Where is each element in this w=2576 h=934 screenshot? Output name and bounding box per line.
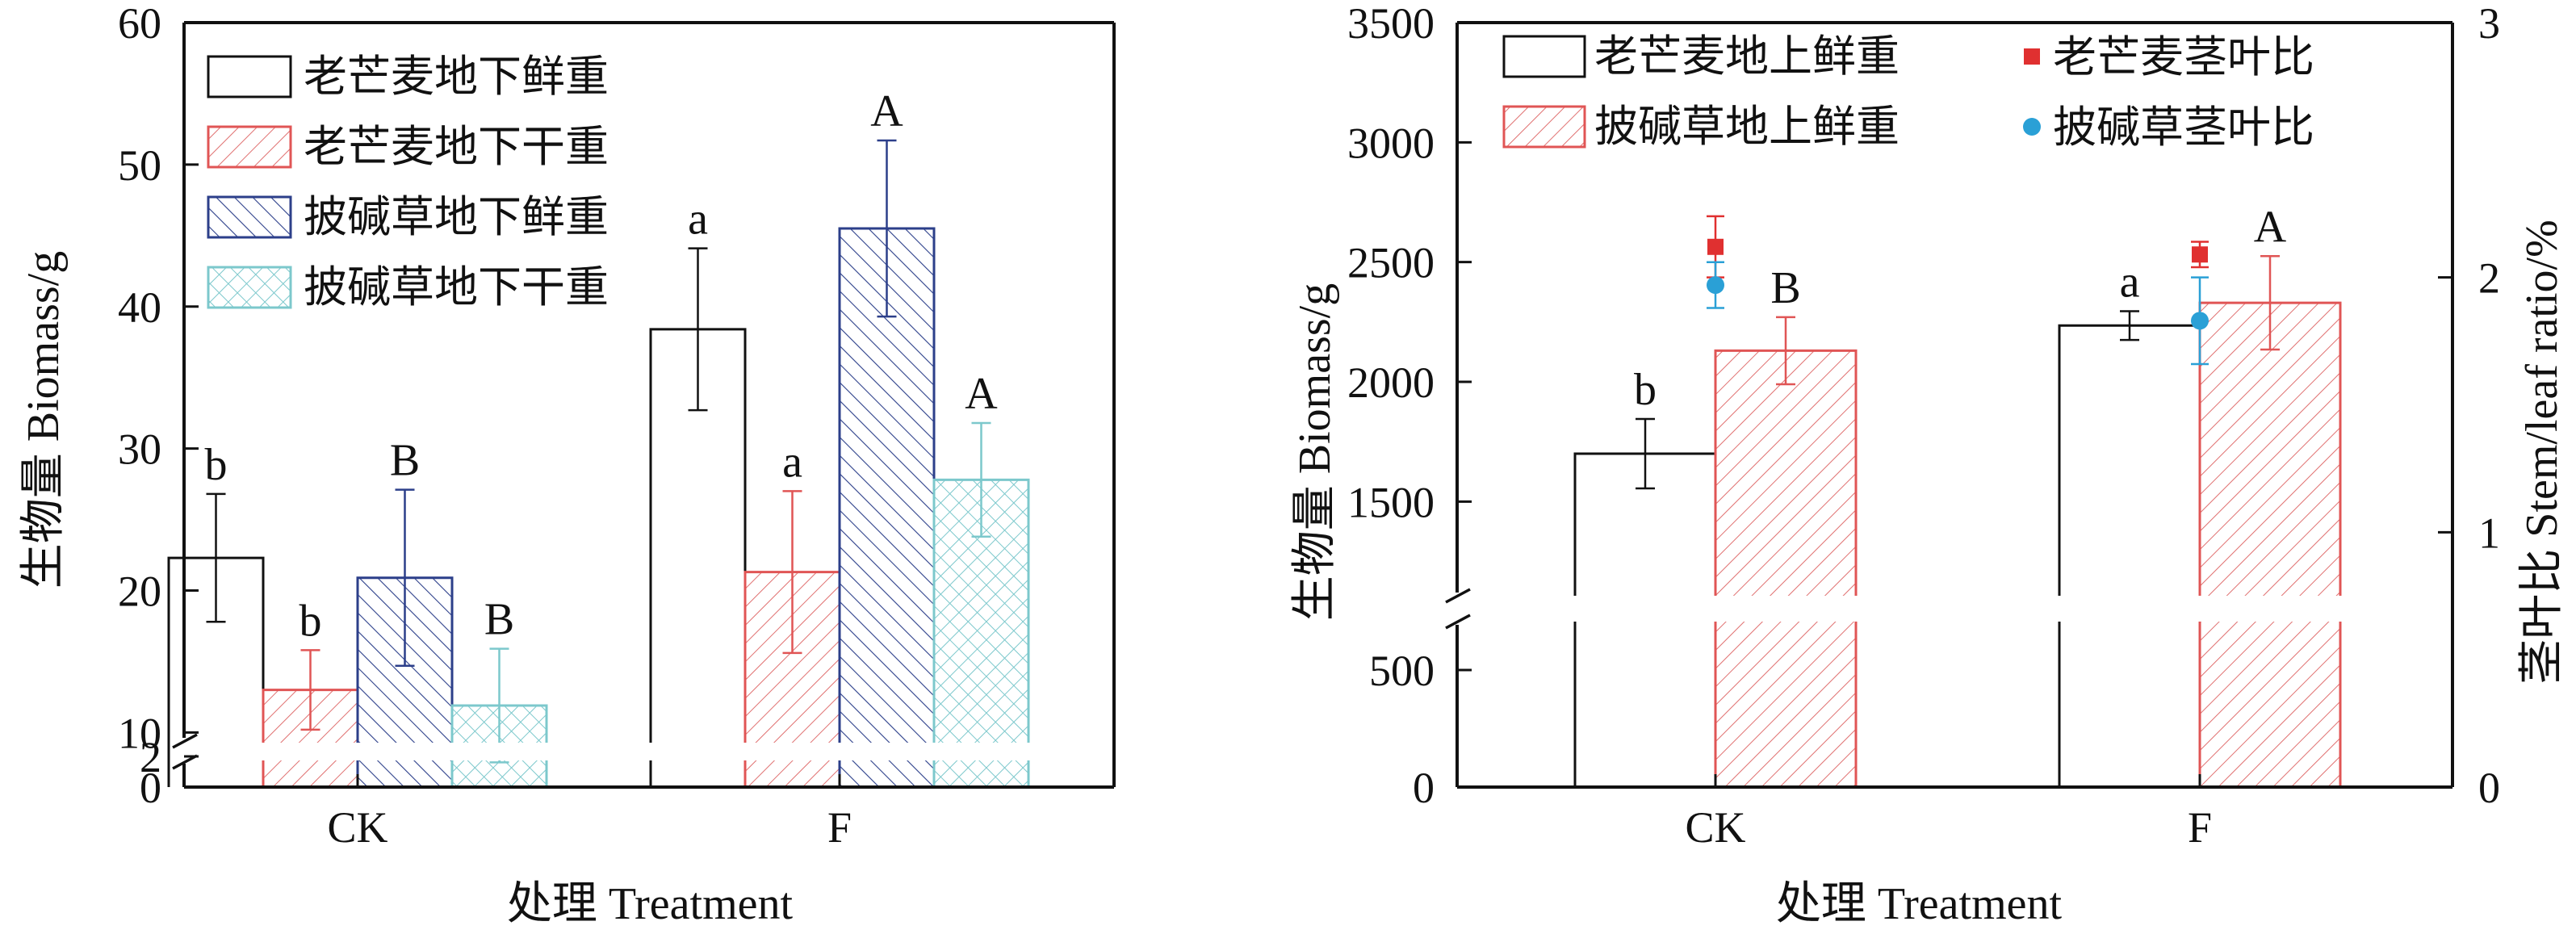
legend-swatch-2 — [207, 125, 292, 169]
y-tick-label: 10 — [118, 709, 161, 757]
ratio-point-1 — [1707, 238, 1724, 255]
y-tick-label: 3500 — [1347, 0, 1435, 48]
axis-break-band — [186, 743, 1112, 760]
y2-tick-label: 1 — [2478, 509, 2500, 557]
right-y2-axis-label: 茎叶比 Stem/leaf ratio/% — [2517, 220, 2567, 684]
significance-letter: A — [965, 369, 998, 419]
y2-tick-label: 2 — [2478, 254, 2500, 303]
significance-letter: B — [1770, 263, 1800, 313]
legend-swatch-3 — [207, 195, 292, 239]
y-tick-label: 0 — [140, 764, 161, 812]
y2-tick-label: 0 — [2478, 764, 2500, 812]
legend-marker-ratio-1 — [2024, 48, 2040, 65]
right-axes: 1500 2000 2500 3000 3500 0 500 0 1 2 3 CK F — [1347, 0, 2500, 852]
legend-label-4: 披碱草地下干重 — [304, 263, 609, 312]
break-mark-upper — [172, 733, 198, 749]
y-tick-label: 40 — [118, 283, 161, 332]
y-tick-label: 20 — [118, 568, 161, 616]
right-x-axis-label: 处理 Treatment — [1776, 879, 2063, 929]
break-mark-lower — [1445, 614, 1471, 630]
significance-letter: b — [205, 440, 228, 490]
y-tick-label: 30 — [118, 425, 161, 474]
x-tick-label: F — [2188, 803, 2212, 852]
y-tick-label: 50 — [118, 141, 161, 190]
legend-marker-ratio-2 — [2023, 118, 2041, 136]
legend-label-ratio-1: 老芒麦茎叶比 — [2053, 33, 2314, 82]
legend-swatch-1 — [207, 55, 292, 98]
bar-F-2 — [2200, 303, 2340, 788]
legend-swatch-1 — [1502, 35, 1586, 78]
ratio-point-2 — [1707, 276, 1724, 295]
left-x-axis-label: 处理 Treatment — [507, 879, 794, 929]
legend-label-3: 披碱草地下鲜重 — [304, 193, 609, 241]
significance-letter: a — [688, 195, 708, 245]
y-tick-label: 2500 — [1347, 239, 1435, 287]
significance-letter: b — [1634, 365, 1657, 415]
y-tick-label: 2 — [140, 733, 161, 781]
significance-letter: A — [870, 86, 903, 136]
y-tick-label: 60 — [118, 0, 161, 48]
right-chart: b a B A 1500 2000 2500 3000 3500 0 500 0 1 2 3 CK F 老芒麦… — [1290, 0, 2567, 929]
right-y-axis-label: 生物量 Biomass/g — [1290, 283, 1340, 621]
left-chart: b a b a B A B A 10 20 30 40 50 60 02 CK F 老芒麦地下鲜重老芒麦地下干… — [19, 0, 1116, 929]
significance-letter: a — [2120, 257, 2140, 307]
ratio-point-2 — [2191, 312, 2209, 330]
x-tick-label: CK — [327, 803, 387, 852]
significance-letter: B — [484, 595, 514, 645]
legend-swatch-2 — [1502, 105, 1586, 149]
break-mark-lower — [172, 754, 198, 770]
x-tick-label: CK — [1685, 803, 1745, 852]
axis-break-band — [1459, 596, 2451, 622]
x-tick-label: F — [827, 803, 852, 852]
y2-tick-label: 3 — [2478, 0, 2500, 48]
legend-label-1: 老芒麦地下鲜重 — [304, 52, 609, 101]
significance-letter: B — [390, 436, 420, 486]
legend-label-2: 老芒麦地下干重 — [304, 123, 609, 171]
y-tick-label: 3000 — [1347, 119, 1435, 167]
significance-letter: a — [782, 437, 802, 487]
right-points — [1707, 215, 2209, 366]
right-bars: b a B A — [1459, 202, 2451, 788]
left-y-axis-label: 生物量 Biomass/g — [19, 251, 69, 588]
left-bars: b a b a B A B A — [167, 86, 1112, 787]
legend-label-1: 老芒麦地上鲜重 — [1594, 32, 1900, 81]
bar-F-3 — [840, 228, 934, 787]
y-tick-label: 2000 — [1347, 358, 1435, 407]
bar-CK-2 — [1715, 350, 1856, 787]
break-mark-upper — [1445, 588, 1471, 604]
legend-label-ratio-2: 披碱草茎叶比 — [2053, 103, 2314, 152]
ratio-point-1 — [2192, 246, 2208, 263]
y-tick-label: 500 — [1369, 647, 1435, 695]
significance-letter: A — [2254, 202, 2287, 252]
left-axes: 10 20 30 40 50 60 02 CK F — [118, 0, 1116, 852]
legend-label-2: 披碱草地上鲜重 — [1594, 103, 1900, 151]
significance-letter: b — [299, 596, 322, 646]
legend-swatch-4 — [207, 266, 292, 309]
y-tick-label: 0 — [1413, 764, 1435, 812]
y-tick-label: 1500 — [1347, 478, 1435, 526]
bar-F-1 — [2059, 325, 2200, 787]
